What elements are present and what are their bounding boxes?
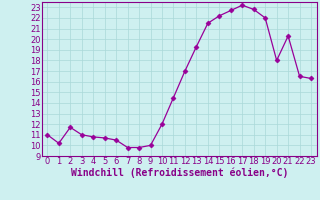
X-axis label: Windchill (Refroidissement éolien,°C): Windchill (Refroidissement éolien,°C) (70, 167, 288, 178)
